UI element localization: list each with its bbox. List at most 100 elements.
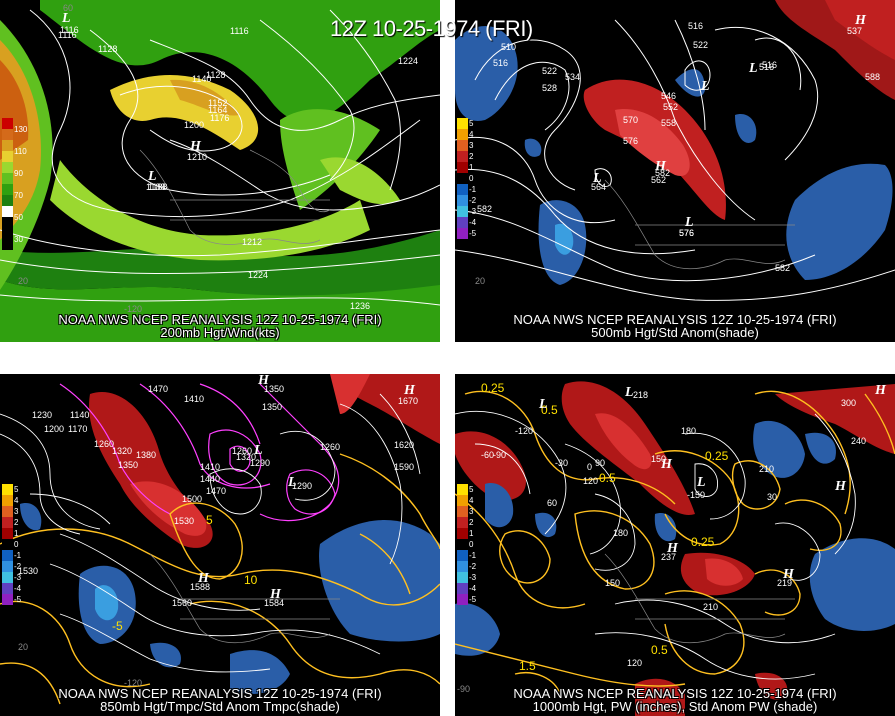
- contour-label: 1164: [208, 105, 227, 115]
- contour-label: 1116: [230, 26, 249, 36]
- colorbar-label: 50: [14, 213, 23, 222]
- contour-labels-200mb: 1116 1128 1116 1128 1140 1152 1164 1176 …: [58, 26, 418, 311]
- contour-label: 1200: [184, 120, 204, 130]
- colorbar-swatch: [2, 539, 13, 550]
- high-center-marker: H: [654, 159, 667, 174]
- pw-labels: 0.25 0.5 0.25 0.5 0.25 0.5 1.5: [481, 381, 729, 673]
- high-center-marker: H: [782, 567, 795, 582]
- longitude-label: -120: [124, 678, 142, 688]
- center-value: 562: [651, 175, 666, 185]
- panel-source-caption: NOAA NWS NCEP REANALYSIS 12Z 10-25-1974 …: [513, 686, 837, 701]
- contour-label: 300: [841, 398, 856, 408]
- center-value: 219: [777, 578, 792, 588]
- contour-label: 576: [623, 136, 638, 146]
- low-center-marker: L: [147, 169, 157, 184]
- contour-label: 90: [595, 458, 605, 468]
- contour-label: 546: [661, 91, 676, 101]
- low-center-marker: L: [696, 475, 706, 490]
- colorbar-swatch: [2, 484, 13, 495]
- center-value: 218: [633, 390, 648, 400]
- colorbar-swatch: [2, 184, 13, 195]
- contour-label: 1320: [112, 446, 132, 456]
- colorbar-200mb: [2, 118, 13, 250]
- panel-1000mb-pw: -120 -60 -90 -30 0 30 60 90 120 150 180 …: [455, 374, 895, 716]
- colorbar-swatch: [2, 195, 13, 206]
- colorbar-label: 2: [14, 518, 19, 527]
- low-center-marker: L: [61, 11, 71, 26]
- contour-label: 210: [759, 464, 774, 474]
- colorbar-swatch: [2, 228, 13, 239]
- colorbar-labels-500mb: 5 4 3 2 1 0 -1 -2 -3 -4 -5: [469, 118, 476, 239]
- contour-label: 1590: [394, 462, 414, 472]
- low-center-marker: L: [684, 215, 694, 230]
- colorbar-label: 90: [14, 169, 23, 178]
- contour-label: -60: [481, 450, 494, 460]
- colorbar-swatch: [457, 140, 468, 151]
- center-value: 1188: [146, 182, 165, 192]
- contour-label: 1140: [192, 74, 211, 84]
- contour-label: 120: [627, 658, 642, 668]
- colorbar-label: 2: [469, 518, 474, 527]
- contour-label: 1410: [184, 394, 204, 404]
- colorbar-label: 4: [14, 496, 19, 505]
- low-center-marker: L: [538, 397, 548, 412]
- low-center-marker: L: [253, 443, 263, 458]
- colorbar-swatch: [2, 572, 13, 583]
- colorbar-label: 3: [469, 141, 474, 150]
- center-value: 1588: [190, 582, 210, 592]
- pw-label: 0.5: [599, 471, 616, 485]
- pressure-centers-500mb: L 516 L H 562 L 576 L H 537: [592, 13, 867, 238]
- contour-label: 1212: [242, 237, 262, 247]
- colorbar-swatch: [2, 561, 13, 572]
- contour-label: 570: [623, 115, 638, 125]
- map-1000mb-pw: -120 -60 -90 -30 0 30 60 90 120 150 180 …: [455, 374, 895, 716]
- panel-200mb: 1116 1128 1116 1128 1140 1152 1164 1176 …: [0, 0, 440, 342]
- contour-label: 1230: [32, 410, 52, 420]
- contour-label: 1440: [200, 474, 220, 484]
- colorbar-label: 1: [469, 163, 474, 172]
- contour-label: 1290: [250, 458, 270, 468]
- contour-label: 1290: [292, 481, 312, 491]
- colorbar-swatch: [457, 572, 468, 583]
- colorbar-label: -4: [469, 584, 477, 593]
- colorbar-label: 1: [469, 529, 474, 538]
- colorbar-label: -1: [469, 185, 477, 194]
- pw-label: 0.5: [541, 403, 558, 417]
- colorbar-swatch: [2, 140, 13, 151]
- colorbar-label: 0: [469, 540, 474, 549]
- colorbar-swatch: [2, 528, 13, 539]
- colorbar-swatch: [2, 162, 13, 173]
- temperature-label: 5: [206, 513, 213, 527]
- colorbar-swatch: [2, 506, 13, 517]
- colorbar-labels-1000mb: 5 4 3 2 1 0 -1 -2 -3 -4 -5: [469, 484, 476, 605]
- contour-labels-1000mb: -120 -60 -90 -30 0 30 60 90 120 150 180 …: [481, 398, 866, 668]
- panel-variable-caption: 500mb Hgt/Std Anom(shade): [591, 325, 759, 340]
- center-value: 1116: [60, 25, 79, 35]
- contour-label: 582: [775, 263, 790, 273]
- colorbar-swatch: [457, 506, 468, 517]
- contour-label: 60: [547, 498, 557, 508]
- high-center-marker: H: [403, 383, 416, 398]
- contour-label: 516: [762, 60, 777, 70]
- low-center-marker: L: [624, 385, 634, 400]
- colorbar-swatch: [2, 151, 13, 162]
- high-center-marker: H: [257, 374, 270, 388]
- pw-label: 1.5: [519, 659, 536, 673]
- colorbar-swatch: [2, 206, 13, 217]
- high-center-marker: H: [197, 571, 210, 586]
- colorbar-swatch: [457, 129, 468, 140]
- colorbar-label: -1: [14, 551, 22, 560]
- colorbar-swatch: [457, 206, 468, 217]
- contour-label: 1128: [206, 70, 225, 80]
- pressure-centers-850mb: L L H 1588 H 1584 H H 1670: [190, 374, 418, 608]
- contour-label: 588: [865, 72, 880, 82]
- colorbar-labels-850mb: 5 4 3 2 1 0 -1 -2 -3 -4 -5: [14, 484, 21, 605]
- panel-850mb: 1230 1200 1170 1140 1260 1320 1350 1380 …: [0, 374, 440, 716]
- colorbar-swatch: [2, 239, 13, 250]
- map-850mb: 1230 1200 1170 1140 1260 1320 1350 1380 …: [0, 374, 440, 716]
- panel-source-caption: NOAA NWS NCEP REANALYSIS 12Z 10-25-1974 …: [58, 312, 382, 327]
- colorbar-swatch: [457, 151, 468, 162]
- colorbar-label: -3: [469, 573, 477, 582]
- contour-label: 1128: [98, 44, 117, 54]
